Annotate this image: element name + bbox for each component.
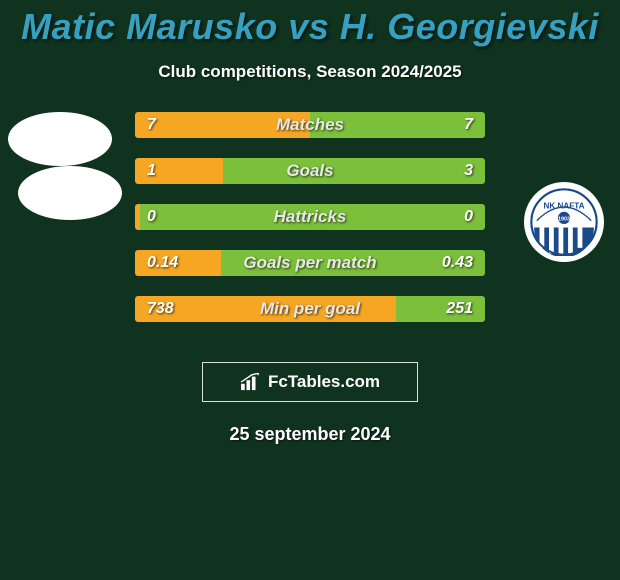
bar-left-fill xyxy=(135,112,310,138)
watermark-box: FcTables.com xyxy=(202,362,418,402)
svg-text:NK NAFTA: NK NAFTA xyxy=(543,201,584,210)
bar-right-fill xyxy=(221,250,485,276)
svg-text:1903: 1903 xyxy=(558,217,570,223)
stat-bar: Matches77 xyxy=(135,112,485,138)
bar-chart-icon xyxy=(240,373,262,391)
page-title: Matic Marusko vs H. Georgievski xyxy=(21,6,599,48)
player2-club-crest: NK NAFTA 1903 xyxy=(524,182,604,262)
nafta-crest-icon: NK NAFTA 1903 xyxy=(530,188,598,256)
stat-bar: Goals per match0.140.43 xyxy=(135,250,485,276)
bar-right-fill xyxy=(140,204,485,230)
bar-left-fill xyxy=(135,158,223,184)
stat-bar: Min per goal738251 xyxy=(135,296,485,322)
chart-area: NK NAFTA 1903 Matches77 Goals13 Hattricks0… xyxy=(0,112,620,342)
bar-right-fill xyxy=(396,296,485,322)
watermark-text: FcTables.com xyxy=(268,372,380,392)
bar-left-fill xyxy=(135,296,396,322)
player1-badge-placeholder-1 xyxy=(8,112,112,166)
player1-badge-placeholder-2 xyxy=(18,166,122,220)
page-subtitle: Club competitions, Season 2024/2025 xyxy=(158,62,461,82)
stat-bar: Goals13 xyxy=(135,158,485,184)
date-text: 25 september 2024 xyxy=(229,424,390,445)
bar-right-fill xyxy=(310,112,485,138)
bar-left-fill xyxy=(135,250,221,276)
comparison-infographic: Matic Marusko vs H. Georgievski Club com… xyxy=(0,0,620,580)
stat-bar: Hattricks00 xyxy=(135,204,485,230)
bar-right-fill xyxy=(223,158,486,184)
